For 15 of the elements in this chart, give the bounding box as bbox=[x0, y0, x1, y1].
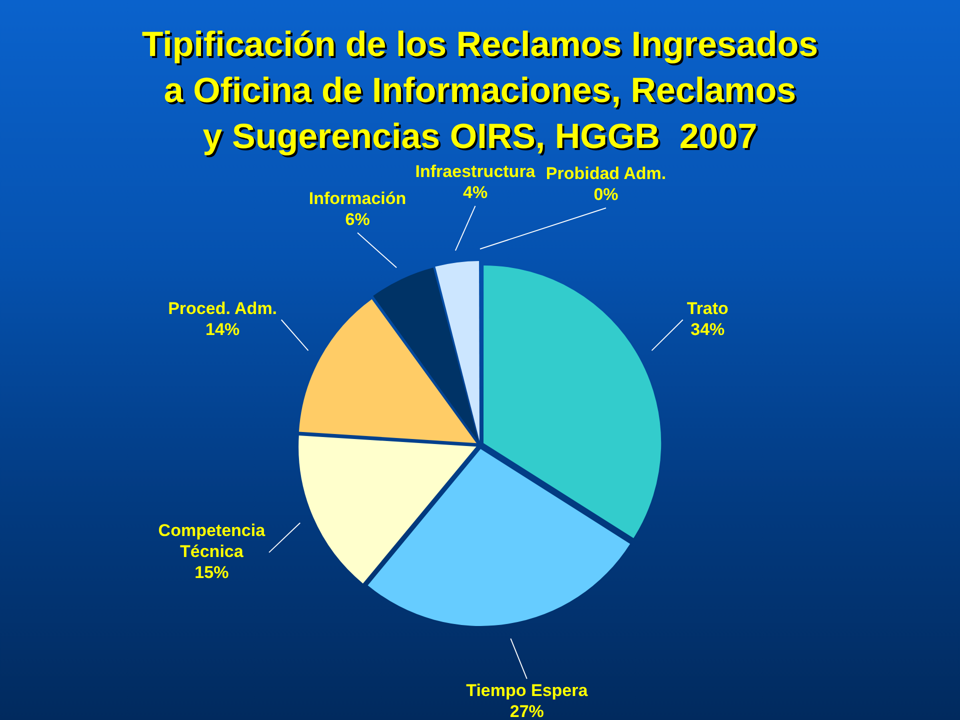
slice-label: Infraestructura bbox=[415, 162, 536, 182]
slice-label: Trato bbox=[686, 298, 728, 318]
text: 0% bbox=[594, 185, 618, 204]
data-label: 4% bbox=[462, 183, 488, 202]
data-label: 34% bbox=[690, 320, 725, 339]
chart-title: Tipificación de los Reclamos Ingresados a Oficina de Informaciones, Reclamos y Sugerencias OIRS, HGGB 2007 bbox=[140, 24, 820, 158]
data-label: 15% bbox=[194, 563, 229, 582]
data-label: 6% bbox=[345, 210, 370, 229]
slice-label: Proced. Adm. bbox=[168, 298, 278, 318]
category-label: Probidad Adm. bbox=[546, 164, 666, 184]
data-label: 27% bbox=[510, 702, 544, 720]
data-label: 14% bbox=[206, 320, 240, 339]
slice-label: Información bbox=[308, 188, 406, 208]
slice-label: Tiempo Espera bbox=[466, 680, 588, 700]
slice-label: Competencia Técnica bbox=[158, 521, 266, 562]
